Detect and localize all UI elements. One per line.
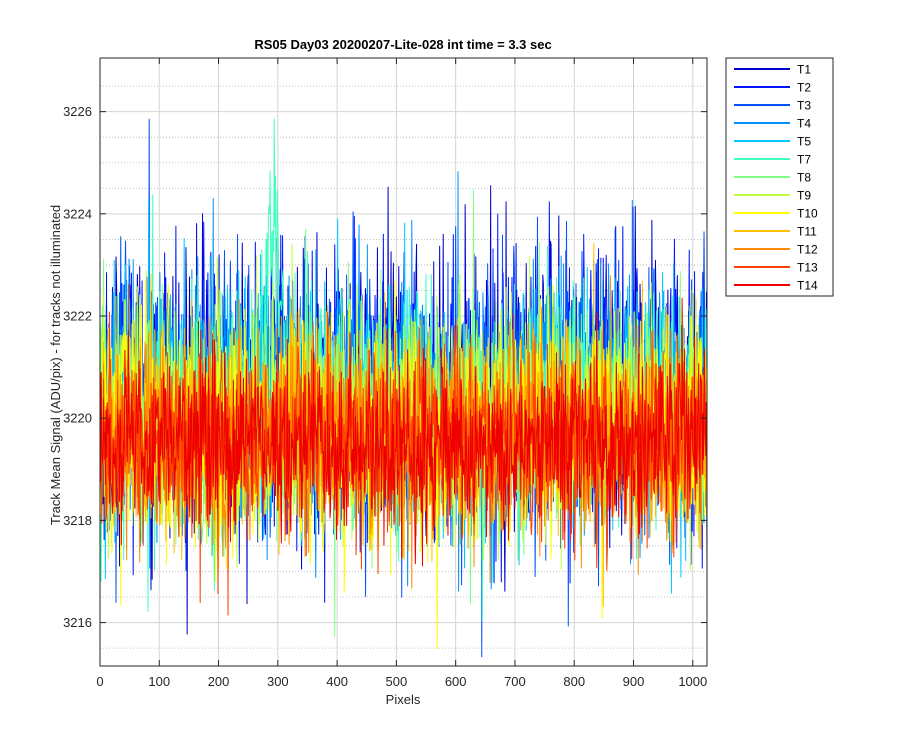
x-tick-label: 1000: [678, 674, 707, 689]
y-tick-label: 3216: [63, 615, 92, 630]
legend-label: T13: [797, 261, 818, 275]
y-tick-label: 3224: [63, 206, 92, 221]
x-tick-label: 900: [623, 674, 645, 689]
plot-frame: [99, 57, 708, 667]
x-axis-label: Pixels: [386, 692, 421, 707]
legend-label: T4: [797, 117, 811, 131]
x-tick-label: 800: [563, 674, 585, 689]
legend-label: T3: [797, 99, 811, 113]
chart-title: RS05 Day03 20200207-Lite-028 int time = …: [254, 37, 551, 52]
legend-label: T11: [797, 225, 817, 239]
y-tick-label: 3226: [63, 104, 92, 119]
y-tick-label: 3218: [63, 513, 92, 528]
x-tick-label: 400: [326, 674, 348, 689]
y-tick-label: 3222: [63, 309, 92, 324]
legend-label: T5: [797, 135, 811, 149]
legend-label: T1: [797, 63, 811, 77]
x-axis: 0 100 200 300 400 500 600 700 800 900 1000: [96, 58, 707, 689]
x-tick-label: 200: [208, 674, 230, 689]
x-tick-label: 600: [445, 674, 467, 689]
x-tick-label: 100: [148, 674, 170, 689]
x-tick-label: 300: [267, 674, 289, 689]
legend-label: T12: [797, 243, 818, 257]
y-tick-label: 3220: [63, 411, 92, 426]
x-tick-label: 500: [386, 674, 408, 689]
y-axis: 3216 3218 3220 3222 3224 3226: [63, 104, 707, 630]
legend-label: T8: [797, 171, 811, 185]
x-tick-label: 0: [96, 674, 103, 689]
legend-label: T10: [797, 207, 818, 221]
series-line-t14: [100, 297, 707, 567]
legend-label: T14: [797, 279, 818, 293]
y-axis-label: Track Mean Signal (ADU/pix) - for tracks…: [48, 205, 63, 525]
legend-label: T7: [797, 153, 811, 167]
legend-label: T2: [797, 81, 811, 95]
series-layer: [100, 118, 707, 658]
x-tick-label: 700: [504, 674, 526, 689]
legend-label: T9: [797, 189, 811, 203]
legend: T1 T2 T3 T4 T5 T7 T8 T9 T10 T11 T12 T13 T14: [725, 57, 834, 297]
